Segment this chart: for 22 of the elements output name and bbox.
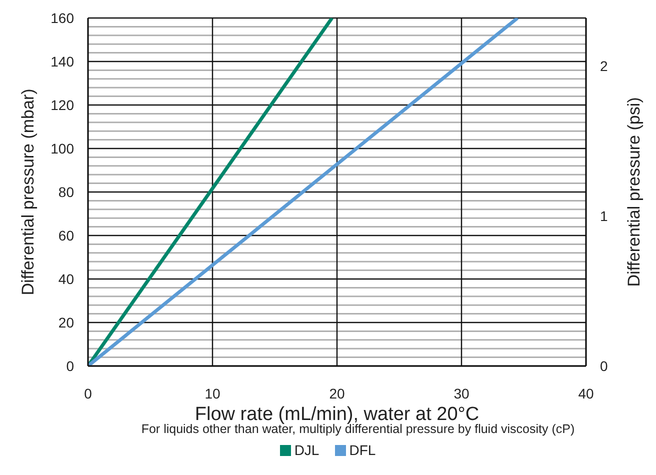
x-tick-label: 40 (578, 385, 594, 402)
x-tick-label: 10 (204, 385, 220, 402)
legend-label: DJL (293, 442, 320, 458)
y-tick-label: 0 (66, 358, 74, 374)
x-tick-label: 0 (84, 385, 92, 402)
legend-label: DFL (348, 442, 376, 458)
y-tick-label: 160 (50, 10, 74, 26)
x-tick-label: 30 (454, 385, 470, 402)
y2-tick-label: 0 (600, 358, 608, 374)
y-axis-title: Differential pressure (mbar) (18, 88, 38, 296)
x-axis-title: Flow rate (mL/min), water at 20°C (194, 404, 480, 425)
y-tick-label: 40 (58, 271, 74, 287)
y-tick-label: 120 (50, 97, 74, 113)
y-tick-label: 80 (58, 184, 74, 200)
y-tick-label: 100 (50, 140, 74, 156)
y2-tick-label: 2 (600, 58, 608, 74)
x-tick-label: 20 (329, 385, 345, 402)
y2-axis-title: Differential pressure (psi) (624, 97, 644, 287)
y2-tick-label: 1 (600, 208, 608, 224)
y-tick-label: 60 (58, 228, 74, 244)
y-tick-label: 20 (58, 314, 74, 330)
y-tick-label: 140 (50, 54, 74, 70)
